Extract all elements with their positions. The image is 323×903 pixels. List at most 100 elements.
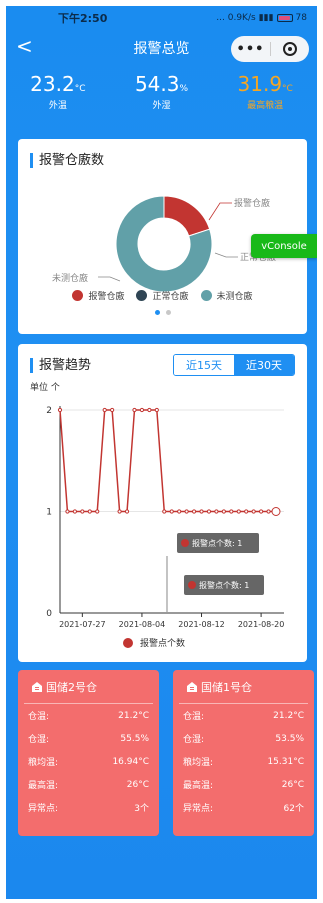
network-speed: ... 0.9K/s (216, 13, 256, 23)
legend-item-alarm[interactable]: 报警仓廒 (72, 289, 124, 302)
pager-dot[interactable] (165, 310, 171, 315)
data-point[interactable] (229, 509, 234, 514)
target-icon (283, 42, 297, 56)
data-point[interactable] (206, 509, 212, 514)
donut-legend: 报警仓廒 正常仓廒 未测仓廒 (18, 289, 307, 302)
page-title: 报警总览 (133, 41, 190, 57)
donut-slice-alarm[interactable] (163, 195, 211, 237)
data-point[interactable] (271, 507, 281, 516)
more-button[interactable]: ••• (236, 41, 265, 57)
status-time: 下午2:50 (58, 12, 108, 25)
tab-15-days[interactable]: 近15天 (174, 355, 234, 375)
y-tick-label: 0 (46, 609, 52, 619)
metric-label: 粮均温: (28, 758, 59, 768)
y-tick-label: 1 (46, 508, 52, 518)
data-point[interactable] (221, 509, 226, 514)
legend-label: 报警仓廒 (88, 292, 125, 302)
data-point[interactable] (177, 509, 182, 514)
legend-dot (72, 290, 84, 301)
stat-outside-humidity: 54.3% 外湿 (110, 72, 214, 126)
label-line-alarm (208, 202, 232, 221)
data-point[interactable] (72, 509, 77, 514)
data-point[interactable] (169, 509, 174, 514)
close-miniprogram-button[interactable] (271, 42, 309, 56)
status-bar: 下午2:50 ... 0.9K/s ▮▮▮ 78 (6, 6, 317, 30)
data-point[interactable] (244, 509, 249, 514)
legend-dot (136, 290, 148, 301)
data-point[interactable] (154, 407, 159, 413)
data-point[interactable] (266, 509, 271, 514)
warehouse-icon (32, 681, 42, 692)
signal-icon: ▮▮▮ (258, 13, 274, 23)
data-point[interactable] (162, 509, 167, 514)
donut-label-alarm: 报警仓廒 (234, 197, 270, 209)
tooltip-box-2 (184, 575, 264, 595)
battery-level: 78 (295, 13, 307, 23)
x-tick-label: 2021-08-20 (238, 620, 285, 629)
data-point[interactable] (110, 407, 115, 413)
x-tick-label: 2021-07-27 (59, 620, 106, 629)
nav-bar: < 报警总览 ••• (6, 30, 317, 66)
metric-row: 粮均温: 15.31°C (173, 750, 314, 773)
warehouse-card[interactable]: 国储2号仓 仓温: 21.2°C 仓湿: 55.5% 粮均温: 16.94°C 最高温… (18, 670, 159, 836)
legend-item-normal[interactable]: 正常仓廒 (136, 289, 189, 302)
label-line-normal (214, 252, 238, 258)
data-point[interactable] (139, 407, 145, 413)
donut-label-unmeasured: 未测仓廒 (52, 272, 88, 284)
back-icon[interactable]: < (16, 34, 33, 58)
capsule-divider (270, 42, 271, 56)
data-point[interactable] (199, 509, 204, 514)
warehouse-header: 国储1号仓 (179, 670, 308, 704)
data-point[interactable] (87, 509, 92, 514)
data-point[interactable] (102, 407, 107, 413)
tab-30-days[interactable]: 近30天 (234, 355, 294, 375)
stat-outside-temp: 23.2°C 外温 (6, 72, 110, 126)
tooltip-dot (181, 539, 189, 547)
metric-label: 最高温: (28, 781, 59, 791)
metric-value: 26°C (126, 779, 149, 790)
data-point[interactable] (147, 407, 152, 413)
y-tick-label: 2 (46, 406, 52, 416)
tooltip-text-1: 报警点个数: 1 (192, 538, 242, 548)
range-segment: 近15天 近30天 (173, 354, 295, 376)
data-point[interactable] (80, 509, 85, 514)
legend-item-unmeasured[interactable]: 未测仓廒 (200, 289, 253, 302)
warehouse-header: 国储2号仓 (24, 670, 153, 704)
stat-label: 最高粮温 (247, 101, 284, 111)
stat-max-grain-temp: 31.9°C 最高粮温 (213, 72, 317, 126)
data-point[interactable] (184, 509, 189, 514)
metric-row: 仓温: 21.2°C (18, 704, 159, 727)
vconsole-button[interactable]: vConsole (251, 234, 317, 258)
tooltip-box-1 (177, 533, 259, 553)
data-point[interactable] (251, 509, 256, 514)
data-point[interactable] (236, 509, 241, 514)
metric-value: 21.2°C (118, 710, 149, 721)
swiper-pager (18, 310, 307, 315)
data-point[interactable] (65, 509, 70, 514)
data-point[interactable] (95, 509, 100, 514)
data-point[interactable] (57, 407, 63, 413)
data-point[interactable] (117, 509, 122, 514)
metric-label: 异常点: (183, 804, 214, 814)
metric-row: 仓温: 21.2°C (173, 704, 314, 727)
pager-dot-active[interactable] (154, 310, 160, 315)
metric-label: 仓温: (28, 712, 50, 722)
donut-slice-unmeasured[interactable] (115, 195, 213, 293)
data-point[interactable] (124, 509, 130, 514)
series-line (59, 409, 276, 513)
metric-value: 53.5% (275, 733, 304, 744)
data-point[interactable] (191, 509, 197, 514)
alarm-trend-card: 报警趋势 近15天 近30天 单位 个 0 1 2 2021-07-27 2021-08… (18, 344, 307, 662)
legend-dot[interactable] (123, 638, 133, 648)
warehouse-card[interactable]: 国储1号仓 仓温: 21.2°C 仓湿: 53.5% 粮均温: 15.31°C 最高温… (173, 670, 314, 836)
tooltip-text-2: 报警点个数: 1 (199, 580, 249, 590)
data-point[interactable] (132, 407, 137, 413)
label-line-unmeasured (98, 276, 121, 282)
data-point[interactable] (214, 509, 219, 514)
legend-dot (200, 290, 212, 301)
stat-unit: % (179, 84, 189, 94)
metric-value: 21.2°C (273, 710, 304, 721)
metric-row: 异常点: 3个 (18, 796, 159, 819)
data-point[interactable] (259, 509, 264, 514)
metric-value: 15.31°C (267, 756, 304, 767)
